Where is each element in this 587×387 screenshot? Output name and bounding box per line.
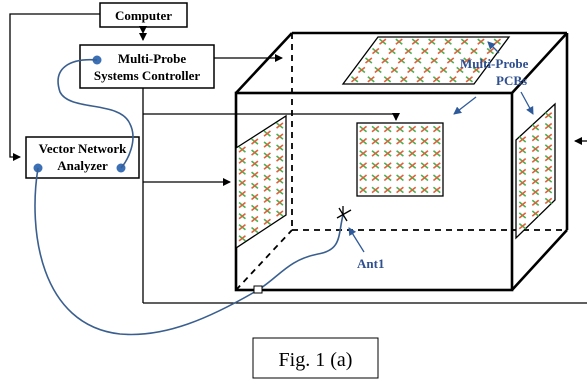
back-probe-pcb: [356, 122, 444, 197]
controller-label-line1: Multi-Probe: [118, 51, 187, 66]
right-probe-pcb: [515, 102, 556, 240]
computer-label: Computer: [115, 8, 172, 23]
pcbs-label-line2: PCBs: [496, 73, 527, 88]
vna-label-line1: Vector Network: [39, 141, 127, 156]
controller-box: Multi-Probe Systems Controller: [79, 44, 215, 89]
antenna-label: Ant1: [357, 256, 384, 271]
rf-cables: [34, 58, 344, 336]
pcbs-label-line1: Multi-Probe: [460, 56, 529, 71]
chamber-box: [234, 31, 569, 292]
computer-box: Computer: [99, 2, 188, 28]
vna-box: Vector Network Analyzer: [25, 136, 140, 179]
control-lines: [9, 13, 587, 304]
cable-connector: [253, 285, 263, 294]
figure-caption: Fig. 1 (a): [252, 337, 379, 379]
caption-text: Fig. 1 (a): [279, 349, 353, 371]
left-probe-pcb: [235, 114, 287, 250]
vna-label-line2: Analyzer: [57, 158, 108, 173]
antenna-ant1: Ant1: [336, 206, 384, 271]
pcb-labels: Multi-Probe PCBs: [453, 41, 534, 115]
controller-label-line2: Systems Controller: [94, 68, 201, 83]
top-probe-pcb: [341, 36, 511, 85]
